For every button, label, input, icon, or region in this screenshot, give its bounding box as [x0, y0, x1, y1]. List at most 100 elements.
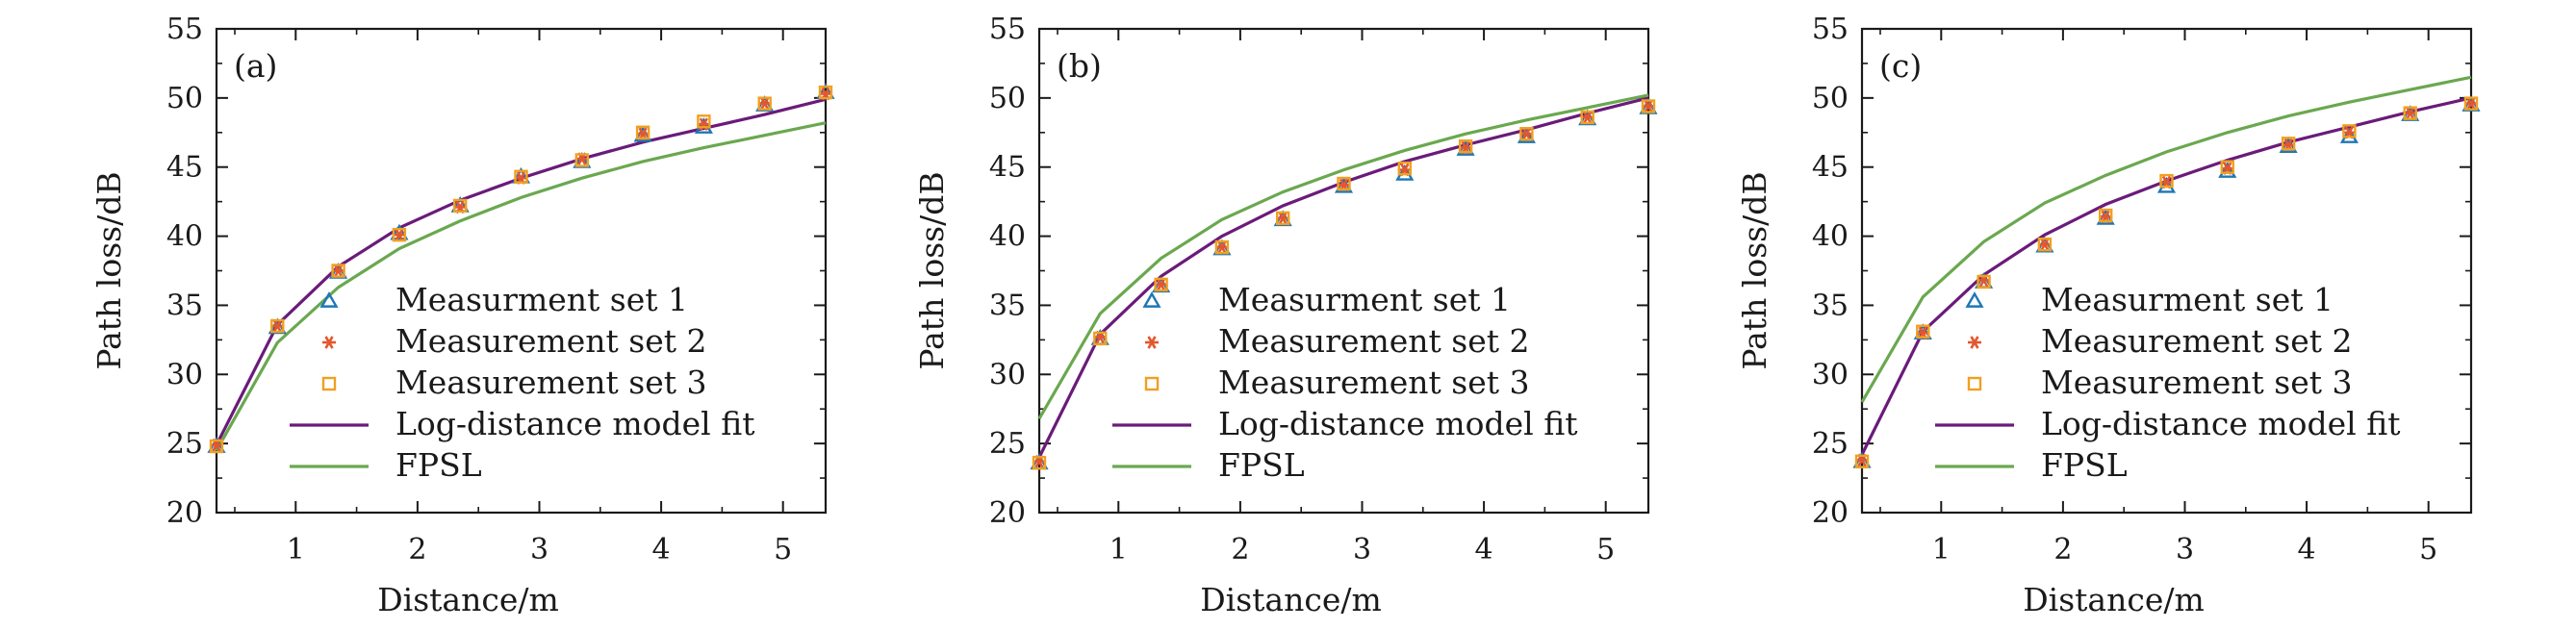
- data-point: [392, 227, 407, 242]
- x-tick-label: 4: [652, 533, 671, 566]
- data-point: [1580, 111, 1594, 124]
- data-point: [2159, 173, 2174, 189]
- data-point: [574, 153, 589, 167]
- asterisk-stroke: [1278, 212, 1288, 225]
- data-point: [1154, 277, 1168, 292]
- data-point: [1154, 278, 1168, 291]
- y-tick-label: 20: [166, 496, 203, 530]
- asterisk-stroke: [760, 96, 770, 111]
- y-tick-label: 30: [989, 358, 1026, 391]
- y-tick-label: 30: [166, 358, 203, 391]
- data-point: [331, 264, 345, 278]
- legend-label: Measurement set 2: [395, 322, 707, 360]
- legend-label: Measurment set 1: [1218, 281, 1511, 318]
- legend-swatch: [321, 376, 337, 391]
- data-point: [2463, 96, 2479, 111]
- data-point: [2037, 238, 2052, 251]
- data-point: [390, 223, 409, 240]
- y-tick-label: 35: [1812, 289, 1849, 322]
- asterisk-stroke: [1217, 240, 1227, 254]
- data-point: [331, 264, 345, 278]
- y-tick-label: 25: [989, 427, 1026, 461]
- data-point: [1093, 331, 1108, 346]
- y-tick-label: 55: [166, 13, 203, 46]
- data-point: [635, 125, 650, 139]
- y-tick-label: 20: [989, 496, 1026, 530]
- series-line: [1860, 75, 2472, 403]
- x-tick-label: 2: [2053, 533, 2072, 566]
- series-line: [215, 121, 827, 452]
- y-tick-label: 45: [989, 151, 1026, 185]
- y-tick-label: 45: [1812, 151, 1849, 185]
- asterisk-stroke: [1156, 278, 1166, 291]
- legend: Measurment set 1 Measurement set 2 Measure…: [290, 281, 755, 484]
- data-point: [757, 96, 772, 111]
- data-point: [1916, 324, 1930, 339]
- x-tick-label: 4: [2298, 533, 2316, 566]
- y-tick-label: 45: [166, 151, 203, 185]
- asterisk-stroke: [324, 336, 334, 349]
- legend-swatch: [1965, 291, 1984, 308]
- legend-label: FPSL: [395, 446, 482, 484]
- data-point: [2403, 106, 2417, 120]
- x-tick-label: 5: [2419, 533, 2437, 566]
- x-tick-label: 3: [1353, 533, 1371, 566]
- data-point: [1854, 454, 1870, 469]
- asterisk-stroke: [1644, 99, 1653, 113]
- data-point: [1641, 99, 1656, 113]
- x-tick-label: 1: [1932, 533, 1951, 566]
- data-point: [1977, 274, 1991, 289]
- data-point: [1519, 127, 1534, 140]
- data-point: [697, 114, 711, 129]
- y-tick-label: 30: [1812, 358, 1849, 391]
- x-tick-label: 5: [774, 533, 792, 566]
- series-line: [1037, 93, 1649, 420]
- legend-swatch: [319, 291, 339, 308]
- y-axis-label: Path loss/dB: [913, 171, 951, 369]
- y-tick-label: 50: [989, 82, 1026, 115]
- x-axis-label: Distance/m: [377, 581, 559, 618]
- y-tick-label: 40: [166, 220, 203, 254]
- data-point: [2098, 208, 2113, 223]
- legend-swatch: [1142, 291, 1161, 308]
- y-tick-label: 55: [1812, 13, 1849, 46]
- panel-label: (b): [1057, 47, 1102, 85]
- x-tick-label: 4: [1475, 533, 1493, 566]
- data-point: [1214, 239, 1230, 255]
- asterisk-stroke: [1147, 336, 1157, 349]
- legend-label: Measurement set 2: [2041, 322, 2353, 360]
- data-point: [818, 85, 833, 100]
- data-point: [2220, 160, 2235, 174]
- x-tick-label: 5: [1596, 533, 1615, 566]
- y-tick-label: 55: [989, 13, 1026, 46]
- y-tick-label: 40: [989, 220, 1026, 254]
- data-point: [1642, 99, 1655, 113]
- data-point: [2281, 137, 2296, 151]
- data-point: [757, 96, 772, 111]
- legend-label: Measurement set 3: [395, 364, 707, 401]
- legend: Measurment set 1 Measurement set 2 Measure…: [1935, 281, 2401, 484]
- asterisk-stroke: [2406, 106, 2415, 120]
- legend-label: Measurment set 1: [2041, 281, 2334, 318]
- data-point: [1517, 127, 1536, 143]
- data-point: [2218, 162, 2237, 178]
- legend-swatch: [1144, 376, 1160, 391]
- legend-label: Measurement set 3: [2041, 364, 2353, 401]
- y-tick-label: 20: [1812, 496, 1849, 530]
- legend-label: Log-distance model fit: [2041, 405, 2401, 442]
- y-axis-label: Path loss/dB: [1736, 171, 1773, 369]
- y-tick-label: 25: [166, 427, 203, 461]
- x-tick-label: 1: [287, 533, 305, 566]
- asterisk-stroke: [395, 228, 404, 241]
- legend-swatch: [322, 336, 336, 349]
- data-point: [1397, 161, 1413, 176]
- y-tick-label: 35: [166, 289, 203, 322]
- legend-swatch: [1968, 336, 1981, 349]
- legend-label: FPSL: [2041, 446, 2128, 484]
- x-tick-label: 2: [408, 533, 426, 566]
- y-axis-label: Path loss/dB: [90, 171, 128, 369]
- x-axis-label: Distance/m: [1200, 581, 1382, 618]
- data-point: [209, 439, 224, 454]
